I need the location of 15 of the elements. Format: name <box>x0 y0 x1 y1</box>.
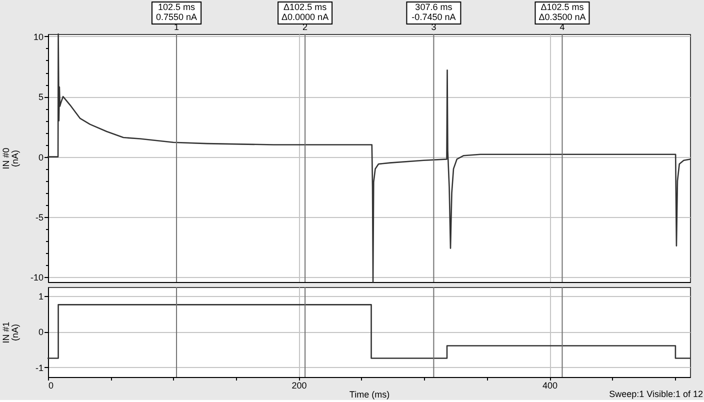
y-tick-label: -10 <box>30 272 44 283</box>
x-tick-label: 0 <box>48 380 54 390</box>
y-axis-title: IN #1 (nA) <box>1 322 20 344</box>
y-axis-title: IN #0 (nA) <box>1 148 20 170</box>
y-tick-label: 5 <box>38 92 44 102</box>
x-axis-title: Time (ms) <box>349 390 390 400</box>
y-tick-label: 0 <box>38 152 44 162</box>
y-tick-label: 10 <box>33 32 44 42</box>
text: Sweep:1 Visible:1 of 12 <box>609 389 703 399</box>
x-tick-label: 400 <box>542 380 558 390</box>
x-tick-label: 200 <box>292 380 307 390</box>
y-tick-label: 1 <box>38 291 44 302</box>
y-tick-label: -5 <box>35 212 44 222</box>
y-tick-label: -1 <box>35 362 44 373</box>
y-tick-label: 0 <box>38 327 44 338</box>
